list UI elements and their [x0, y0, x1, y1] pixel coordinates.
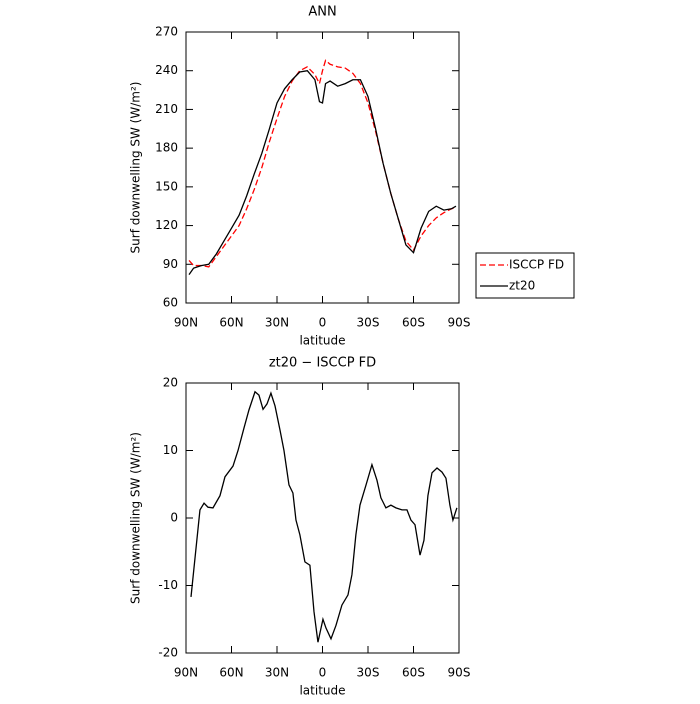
y-tick-label: 10 [163, 443, 178, 457]
x-tick-label: 0 [319, 316, 327, 330]
x-tick-label: 60N [219, 316, 243, 330]
y-tick-label: 60 [163, 296, 178, 310]
y-tick-label: 120 [155, 218, 178, 232]
data-line [188, 70, 457, 275]
x-axis-label: latitude [299, 334, 345, 348]
x-tick-label: 30S [357, 316, 380, 330]
x-tick-label: 30N [265, 316, 289, 330]
chart-title: zt20 − ISCCP FD [269, 356, 376, 371]
x-tick-label: 60S [402, 666, 425, 680]
x-tick-label: 90S [448, 316, 471, 330]
chart-title: ANN [308, 5, 336, 20]
y-axis-label: Surf downwelling SW (W/m²) [129, 82, 143, 254]
x-tick-label: 30S [357, 666, 380, 680]
data-line [190, 390, 458, 643]
y-tick-label: 150 [155, 179, 178, 193]
x-tick-label: 90S [448, 666, 471, 680]
y-tick-label: 90 [163, 257, 178, 271]
x-axis-label: latitude [299, 684, 345, 698]
legend-box [475, 252, 575, 299]
x-tick-label: 30N [265, 666, 289, 680]
y-tick-label: -20 [158, 646, 178, 660]
y-tick-label: -10 [158, 578, 178, 592]
y-tick-label: 180 [155, 141, 178, 155]
x-tick-label: 0 [319, 666, 327, 680]
legend-label: ISCCP FD [509, 258, 564, 272]
y-axis-label: Surf downwelling SW (W/m²) [129, 432, 143, 604]
y-tick-label: 0 [170, 511, 178, 525]
x-tick-label: 60N [219, 666, 243, 680]
y-tick-label: 20 [163, 376, 178, 390]
legend-label: zt20 [509, 279, 535, 293]
x-tick-label: 90N [174, 666, 198, 680]
plot-frame [185, 382, 460, 654]
y-tick-label: 240 [155, 63, 178, 77]
data-line [188, 59, 457, 268]
x-tick-label: 90N [174, 316, 198, 330]
y-tick-label: 270 [155, 25, 178, 39]
x-tick-label: 60S [402, 316, 425, 330]
y-tick-label: 210 [155, 102, 178, 116]
